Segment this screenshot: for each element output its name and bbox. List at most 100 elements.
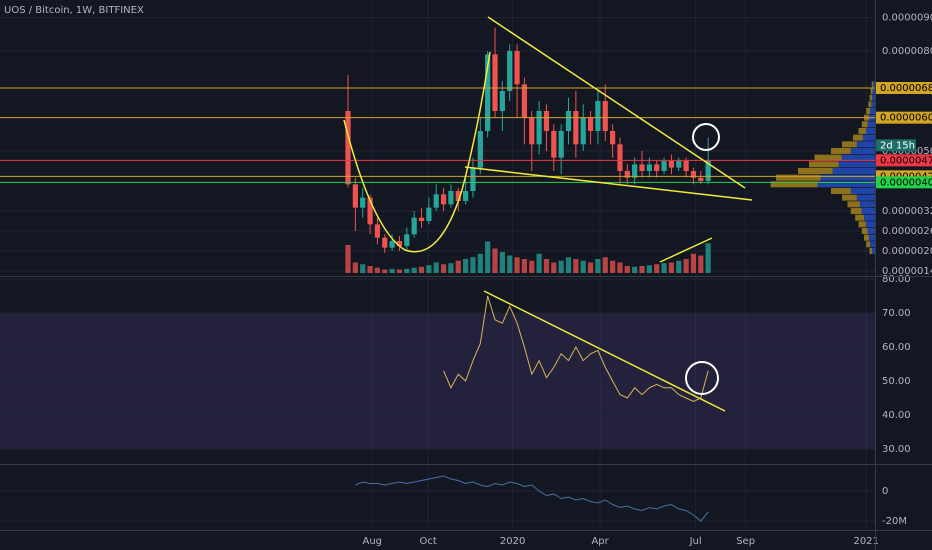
- price-label-bg: [876, 176, 932, 189]
- highlight-circle: [685, 361, 719, 395]
- x-tick-label: Jul: [689, 536, 702, 547]
- volume-bar: [514, 257, 520, 273]
- candle-body: [374, 224, 381, 238]
- candle-body: [389, 241, 395, 248]
- volume-bar: [382, 269, 388, 273]
- profile-bar: [814, 154, 842, 161]
- y-tick-label: 0.00000140: [882, 266, 932, 277]
- y-tick-label: 0.00000200: [882, 246, 932, 257]
- candle-body: [558, 131, 564, 158]
- indicator-line: [443, 295, 709, 402]
- volume-bar: [639, 266, 645, 273]
- candle-body: [360, 197, 366, 208]
- price-label-bg: [876, 82, 932, 94]
- candle-body: [477, 131, 483, 168]
- highlight-circle: [692, 123, 720, 151]
- candle-body: [551, 131, 557, 158]
- volume-bar: [676, 260, 682, 273]
- y-tick-label: -20M: [882, 516, 907, 527]
- trend-line: [464, 166, 753, 201]
- profile-bar: [864, 214, 875, 221]
- cup-curve: [343, 51, 491, 253]
- volume-bar: [529, 260, 535, 273]
- candle-body: [485, 54, 491, 132]
- profile-bar: [832, 168, 875, 174]
- volume-bar: [610, 260, 616, 273]
- volume-bar: [499, 252, 505, 273]
- candle-body: [580, 117, 586, 145]
- volume-bar: [418, 266, 425, 273]
- profile-bar: [842, 194, 857, 201]
- profile-bar: [868, 101, 872, 108]
- volume-bar: [492, 248, 498, 273]
- candle-body: [683, 161, 689, 171]
- candle-body: [587, 117, 594, 131]
- trend-line: [659, 237, 713, 263]
- volume-bar: [573, 259, 579, 273]
- candle-body: [448, 191, 454, 205]
- candle-body: [345, 111, 351, 185]
- price-label: 0.00000472: [880, 155, 932, 166]
- candle-body: [654, 164, 660, 171]
- candle-body: [529, 117, 535, 145]
- volume-bar: [352, 262, 358, 273]
- profile-bar: [798, 168, 833, 174]
- profile-bar: [853, 134, 863, 141]
- candle-body: [514, 51, 520, 85]
- profile-bar: [871, 94, 875, 101]
- candle-body: [595, 101, 601, 131]
- x-tick-label: Sep: [736, 536, 755, 547]
- chart-title: UOS / Bitcoin, 1W, BITFINEX: [4, 5, 144, 16]
- profile-bar: [842, 141, 857, 148]
- candle-body: [668, 161, 675, 168]
- price-label: 0.00000689: [880, 83, 932, 94]
- volume-bar: [367, 266, 373, 273]
- candle-body: [536, 111, 542, 145]
- volume-bar: [661, 263, 667, 273]
- profile-bar: [870, 241, 875, 248]
- y-tick-label: 40.00: [882, 410, 911, 421]
- candle-body: [470, 167, 476, 191]
- candle-body: [507, 51, 513, 91]
- y-tick-label: 0.00000900: [882, 13, 932, 24]
- volume-bar: [587, 262, 594, 273]
- profile-bar: [862, 134, 875, 141]
- candle-body: [411, 217, 417, 235]
- profile-bar: [871, 101, 875, 108]
- profile-bar: [858, 221, 866, 228]
- volume-bar: [360, 264, 366, 273]
- volume-bar: [690, 253, 697, 273]
- profile-bar: [872, 88, 875, 94]
- volume-bar: [470, 257, 476, 273]
- volume-bar: [477, 253, 483, 273]
- candle-body: [367, 197, 373, 225]
- candle-body: [426, 207, 432, 221]
- profile-bar: [867, 121, 875, 128]
- profile-bar: [831, 148, 851, 154]
- candle-body: [543, 111, 550, 131]
- volume-bar: [565, 257, 572, 273]
- volume-bar: [558, 260, 564, 273]
- candle-body: [492, 54, 498, 111]
- profile-bar: [820, 174, 875, 181]
- volume-bar: [411, 267, 417, 273]
- volume-bar: [602, 257, 608, 273]
- y-tick-label: 70.00: [882, 308, 911, 319]
- volume-bar: [624, 266, 630, 273]
- candle-body: [632, 164, 638, 178]
- profile-bar: [831, 188, 851, 194]
- profile-bar: [871, 81, 874, 88]
- y-tick-label: 0.00000800: [882, 46, 932, 57]
- profile-bar: [870, 88, 873, 94]
- profile-bar: [770, 181, 818, 188]
- profile-bar: [871, 248, 875, 254]
- candle-body: [404, 234, 410, 246]
- profile-bar: [867, 228, 875, 234]
- trend-line: [487, 16, 746, 189]
- volume-bar: [389, 268, 395, 273]
- profile-bar: [838, 161, 875, 168]
- volume-bar: [632, 266, 638, 273]
- profile-bar: [850, 148, 875, 154]
